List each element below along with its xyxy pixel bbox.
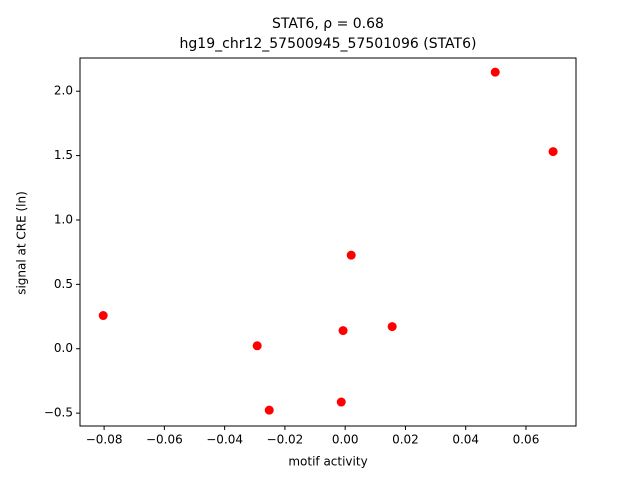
x-tick-label: −0.02 [267, 433, 304, 447]
y-tick-label: 0.5 [54, 277, 73, 291]
x-axis-label: motif activity [288, 455, 367, 469]
x-tick-label: 0.00 [332, 433, 359, 447]
x-tick-label: −0.06 [146, 433, 183, 447]
point [264, 405, 274, 415]
x-tick-label: −0.04 [206, 433, 243, 447]
y-axis-label: signal at CRE (ln) [15, 191, 29, 295]
chart-title: STAT6, ρ = 0.68 [272, 16, 384, 32]
point [98, 311, 108, 321]
y-tick-label: 1.5 [54, 148, 73, 162]
point [346, 250, 356, 260]
point [252, 341, 262, 351]
y-tick-label: 1.0 [54, 212, 73, 226]
y-tick-label: 0.0 [54, 341, 73, 355]
y-tick-label: 2.0 [54, 84, 73, 98]
point [490, 67, 500, 77]
point [387, 322, 397, 332]
x-tick-label: 0.04 [452, 433, 479, 447]
chart-subtitle: hg19_chr12_57500945_57501096 (STAT6) [180, 36, 477, 52]
y-tick-label: −0.5 [44, 406, 73, 420]
axes-frame [79, 57, 577, 427]
x-tick-label: 0.06 [513, 433, 540, 447]
point [338, 326, 348, 336]
point [548, 147, 558, 157]
x-tick-label: −0.08 [86, 433, 123, 447]
x-tick-label: 0.02 [392, 433, 419, 447]
point [336, 397, 346, 407]
